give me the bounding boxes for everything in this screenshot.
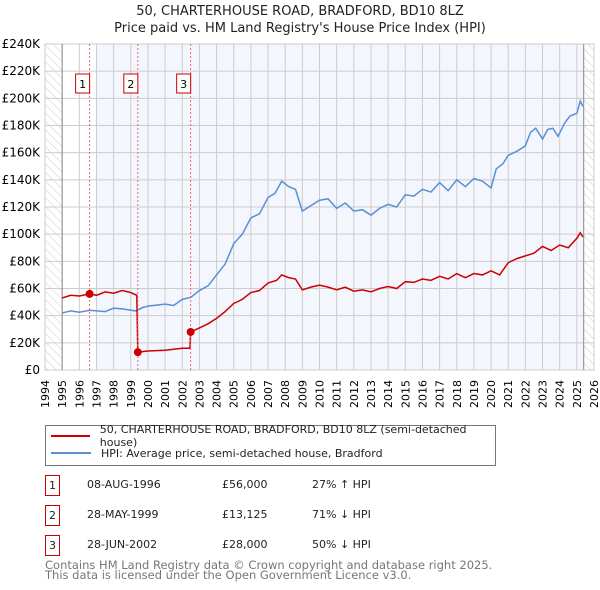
x-tick-label: 2022 [519, 380, 532, 408]
transaction-hpi: 71% ↓ HPI [312, 508, 371, 521]
transaction-row: 3 28-JUN-2002 £28,000 50% ↓ HPI [45, 535, 495, 556]
footer: Contains HM Land Registry data © Crown c… [45, 558, 493, 582]
footer-line: Contains HM Land Registry data © Crown c… [45, 558, 493, 572]
x-tick-label: 2021 [502, 380, 515, 408]
transaction-price: £13,125 [222, 508, 268, 521]
transaction-price: £28,000 [222, 538, 268, 551]
legend-item-hpi: HPI: Average price, semi-detached house,… [51, 445, 383, 461]
sale-label-box [123, 73, 139, 94]
transaction-date: 28-MAY-1999 [87, 508, 159, 521]
y-tick-label: £240K [2, 37, 42, 51]
x-tick-label: 2014 [382, 380, 395, 408]
transaction-number: 3 [45, 535, 60, 556]
y-tick-label: £220K [2, 64, 42, 78]
sale-point [186, 327, 195, 336]
x-tick-label: 2020 [485, 380, 498, 408]
series-line [61, 98, 584, 314]
sale-point [85, 289, 94, 298]
transaction-hpi: 27% ↑ HPI [312, 478, 371, 491]
x-tick-label: 2011 [331, 380, 344, 408]
footer-line: This data is licensed under the Open Gov… [45, 568, 412, 582]
legend-swatch [51, 435, 90, 437]
y-tick-label: £120K [2, 200, 42, 214]
y-tick-label: £20K [9, 336, 41, 350]
x-tick-label: 1995 [56, 380, 69, 408]
transaction-date: 08-AUG-1996 [87, 478, 161, 491]
y-tick-label: £80K [9, 254, 41, 268]
sale-label: 2 [127, 78, 134, 91]
x-tick-label: 2015 [399, 380, 412, 408]
sale-label: 3 [180, 78, 187, 91]
chart-title: 50, CHARTERHOUSE ROAD, BRADFORD, BD10 8L… [136, 4, 464, 19]
transaction-date: 28-JUN-2002 [87, 538, 158, 551]
y-tick-label: £40K [9, 309, 41, 323]
legend-swatch [51, 452, 91, 454]
legend-label: HPI: Average price, semi-detached house,… [101, 446, 383, 460]
legend-label: 50, CHARTERHOUSE ROAD, BRADFORD, BD10 8L… [99, 423, 467, 449]
x-tick-label: 2019 [468, 380, 481, 408]
x-tick-label: 1999 [125, 380, 138, 408]
x-tick-label: 2009 [296, 380, 309, 408]
sale-label: 1 [79, 78, 86, 91]
y-tick-label: £60K [9, 282, 41, 296]
x-tick-label: 2007 [262, 380, 275, 408]
sale-point [133, 348, 142, 357]
series-line [61, 231, 584, 354]
x-tick-label: 2001 [159, 380, 172, 408]
y-tick-label: £160K [2, 146, 42, 160]
legend-item-property: 50, CHARTERHOUSE ROAD, BRADFORD, BD10 8L… [51, 423, 495, 449]
x-tick-label: 2003 [193, 380, 206, 408]
price-chart: 1 2 3 1994 1995 1996 1997 1998 1999 2000 2001 2002 2… [2, 37, 600, 408]
transaction-price: £56,000 [222, 478, 268, 491]
sale-label-box [75, 73, 91, 94]
chart-legend: 50, CHARTERHOUSE ROAD, BRADFORD, BD10 8L… [45, 423, 496, 466]
y-tick-label: £200K [2, 91, 42, 105]
x-tick-label: 2018 [451, 380, 464, 408]
x-tick-label: 1994 [39, 380, 52, 408]
x-tick-label: 2005 [228, 380, 241, 408]
x-tick-label: 2010 [314, 380, 327, 408]
x-tick-label: 2023 [537, 380, 550, 408]
transaction-number: 2 [45, 505, 60, 526]
x-tick-label: 2000 [142, 380, 155, 408]
x-tick-label: 2006 [245, 380, 258, 408]
x-tick-label: 1998 [108, 380, 121, 408]
x-tick-label: 2004 [211, 380, 224, 408]
y-tick-label: £0 [25, 363, 40, 377]
x-tick-label: 2002 [176, 380, 189, 408]
transaction-hpi: 50% ↓ HPI [312, 538, 371, 551]
x-tick-label: 2025 [571, 380, 584, 408]
x-tick-label: 2016 [416, 380, 429, 408]
x-tick-label: 2017 [434, 380, 447, 408]
y-tick-label: £140K [2, 173, 42, 187]
x-tick-label: 1996 [73, 380, 86, 408]
chart-subtitle: Price paid vs. HM Land Registry's House … [114, 21, 486, 36]
x-tick-label: 2008 [279, 380, 292, 408]
y-tick-label: £180K [2, 119, 42, 133]
x-tick-label: 1997 [90, 380, 103, 408]
transaction-row: 2 28-MAY-1999 £13,125 71% ↓ HPI [45, 505, 495, 526]
y-tick-label: £100K [2, 227, 42, 241]
x-tick-label: 2013 [365, 380, 378, 408]
transaction-number: 1 [45, 475, 60, 496]
x-tick-label: 2024 [554, 380, 567, 408]
transaction-row: 1 08-AUG-1996 £56,000 27% ↑ HPI [45, 475, 495, 496]
sale-label-box [176, 73, 192, 94]
x-tick-label: 2012 [348, 380, 361, 408]
x-tick-label: 2026 [588, 380, 600, 408]
